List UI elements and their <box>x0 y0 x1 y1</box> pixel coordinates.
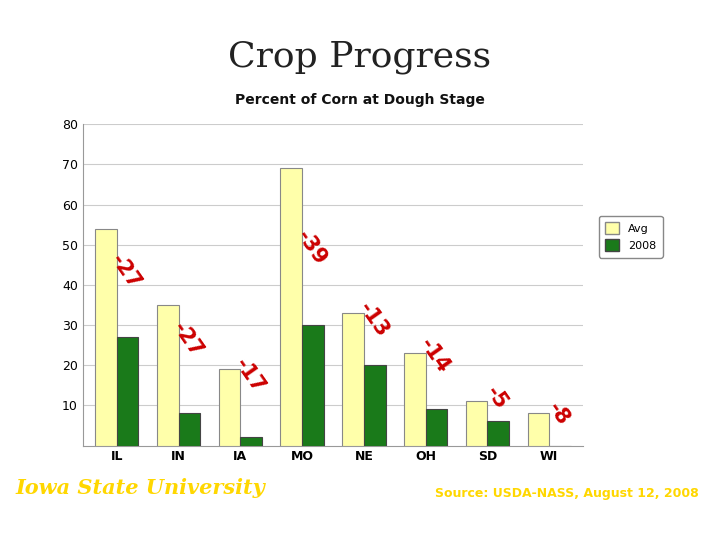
Text: -13: -13 <box>354 299 392 341</box>
Text: -8: -8 <box>544 399 573 429</box>
Text: Department of Economics: Department of Economics <box>16 516 161 526</box>
Text: -5: -5 <box>482 383 512 414</box>
Bar <box>528 414 549 445</box>
Text: -14: -14 <box>416 335 454 377</box>
Text: Source: USDA-NASS, August 12, 2008: Source: USDA-NASS, August 12, 2008 <box>435 487 698 500</box>
Text: -27: -27 <box>169 319 207 361</box>
Bar <box>219 369 240 445</box>
Bar <box>487 421 509 445</box>
Text: -17: -17 <box>230 355 269 397</box>
Bar <box>426 409 447 445</box>
Bar <box>404 353 426 446</box>
Bar <box>364 365 385 446</box>
Bar <box>117 337 138 445</box>
Legend: Avg, 2008: Avg, 2008 <box>599 216 662 258</box>
Text: -27: -27 <box>107 251 145 293</box>
Bar <box>466 401 487 445</box>
Bar <box>281 168 302 445</box>
Text: Crop Progress: Crop Progress <box>228 40 492 73</box>
Text: Iowa State University: Iowa State University <box>16 478 266 498</box>
Bar <box>157 305 179 446</box>
Bar <box>302 325 324 446</box>
Bar <box>95 228 117 446</box>
Text: Percent of Corn at Dough Stage: Percent of Corn at Dough Stage <box>235 93 485 107</box>
Bar <box>342 313 364 446</box>
Bar <box>240 437 262 446</box>
Bar <box>179 414 200 445</box>
Text: -39: -39 <box>292 226 330 269</box>
